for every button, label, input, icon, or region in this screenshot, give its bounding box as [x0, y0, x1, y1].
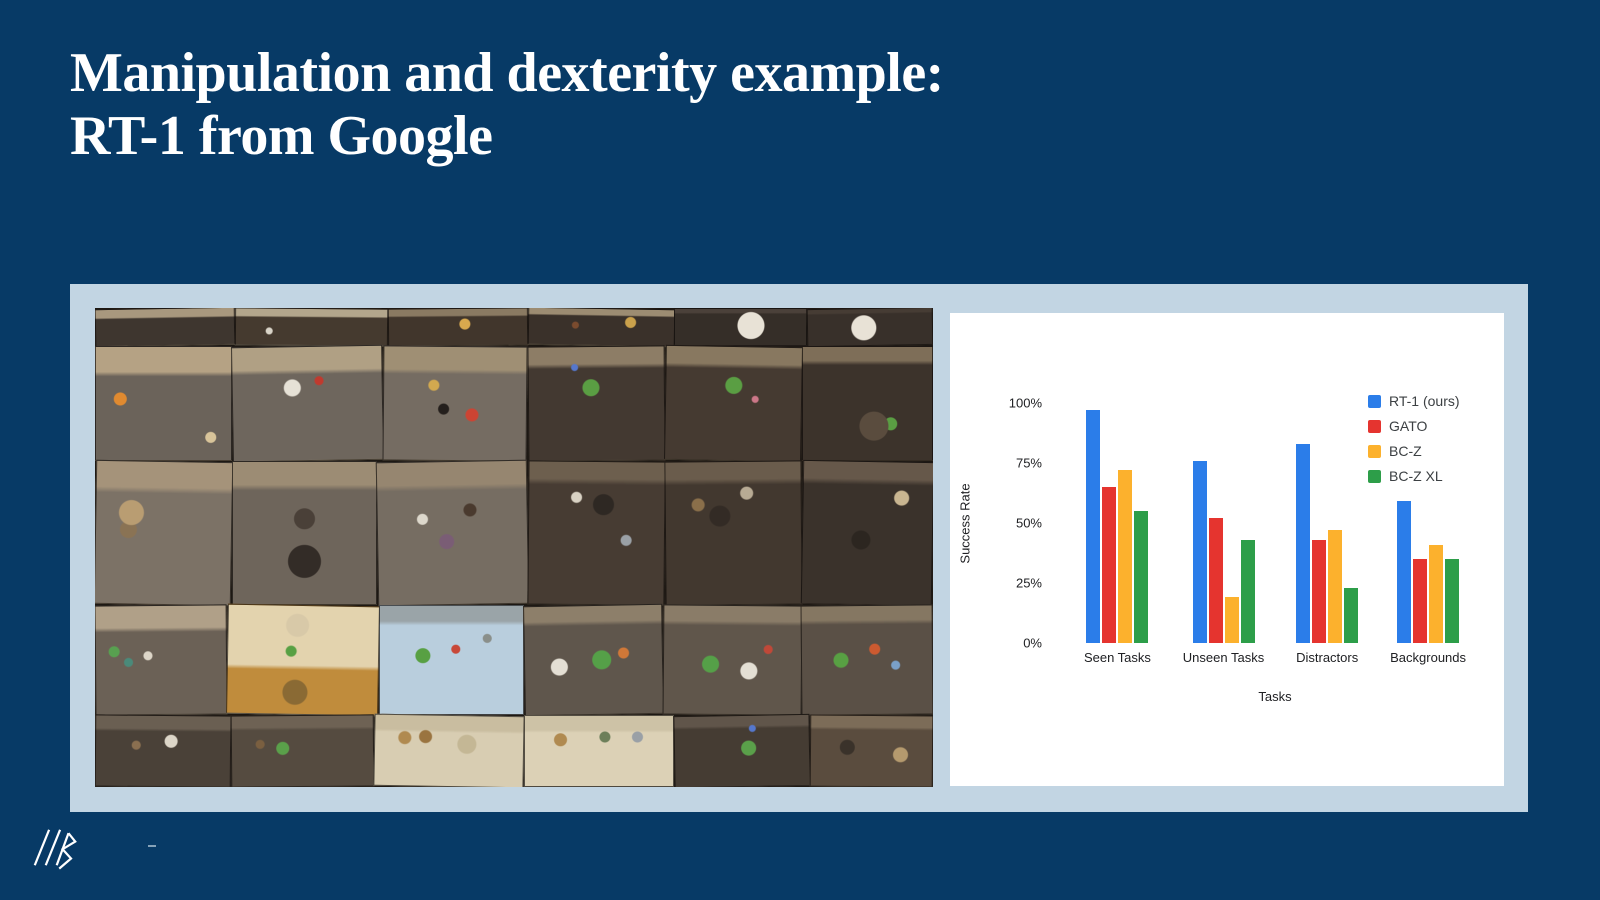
- collage-tile: [95, 604, 228, 716]
- title-line-2: RT-1 from Google: [70, 104, 493, 167]
- collage-tile: [527, 308, 675, 348]
- legend-item: RT-1 (ours): [1368, 393, 1460, 409]
- collage-tile: [375, 459, 529, 607]
- collage-tile: [95, 714, 232, 787]
- collage-tile: [95, 308, 235, 348]
- y-tick-label: 0%: [1023, 635, 1042, 651]
- bar: [1118, 470, 1133, 643]
- bar-group: Unseen Tasks: [1183, 403, 1264, 665]
- bar: [1134, 511, 1149, 643]
- collage-tile: [234, 308, 389, 347]
- legend-item: GATO: [1368, 418, 1460, 434]
- x-category-label: Seen Tasks: [1083, 650, 1151, 665]
- collage-tile: [673, 713, 811, 787]
- y-axis-ticks: 0% 25% 50% 75% 100%: [980, 396, 1042, 651]
- y-tick-label: 25%: [1015, 575, 1042, 591]
- collage-tile: [524, 715, 674, 787]
- collage-row: [95, 713, 933, 787]
- x-category-label: Distractors: [1296, 650, 1359, 665]
- title-line-1: Manipulation and dexterity example:: [70, 42, 944, 104]
- bar: [1102, 487, 1117, 643]
- collage-tile: [378, 604, 525, 716]
- collage-tile: [806, 308, 933, 348]
- x-axis-title: Tasks: [1258, 689, 1292, 704]
- bar-group: Backgrounds: [1390, 403, 1466, 665]
- collage-tile: [526, 460, 666, 606]
- collage-tile: [225, 603, 380, 717]
- bar: [1397, 501, 1412, 643]
- legend-label: GATO: [1389, 418, 1428, 434]
- bar: [1208, 518, 1223, 643]
- collage-tile: [664, 460, 803, 606]
- collage-row: [95, 345, 933, 463]
- bar: [1296, 443, 1311, 643]
- bar-group: Distractors: [1296, 403, 1358, 665]
- success-rate-chart: RT-1 (ours) GATO BC-Z BC-Z XL Success Rate …: [950, 313, 1504, 786]
- y-tick-label: 75%: [1015, 455, 1042, 471]
- collage-tile: [95, 346, 233, 462]
- y-tick-label: 50%: [1015, 515, 1042, 531]
- collage-tile: [231, 714, 375, 787]
- bar-group: Seen Tasks: [1084, 403, 1151, 665]
- collage-tile: [802, 346, 933, 462]
- collage-tile: [662, 604, 802, 716]
- bar: [1192, 460, 1207, 643]
- bar: [1445, 559, 1460, 643]
- legend-label: BC-Z: [1389, 443, 1422, 459]
- legend-label: BC-Z XL: [1389, 468, 1443, 484]
- brand-logo-icon: [33, 829, 77, 870]
- footer-mark: [148, 845, 156, 847]
- bar: [1413, 559, 1428, 643]
- legend-item: BC-Z: [1368, 443, 1460, 459]
- bar: [1086, 410, 1101, 643]
- chart-legend: RT-1 (ours) GATO BC-Z BC-Z XL: [1368, 393, 1460, 484]
- bar-cluster: [1296, 403, 1359, 643]
- y-axis-title: Success Rate: [957, 482, 973, 564]
- bar: [1328, 530, 1343, 643]
- bar-groups: Seen Tasks Unseen Tasks Distractors Backgro…: [1068, 403, 1482, 665]
- legend-swatch-icon: [1368, 394, 1381, 408]
- bar: [1224, 597, 1239, 643]
- bar: [1312, 539, 1327, 643]
- y-tick-label: 100%: [1008, 395, 1042, 411]
- legend-swatch-icon: [1368, 469, 1381, 483]
- collage-tile: [373, 713, 525, 787]
- x-category-label: Unseen Tasks: [1182, 650, 1265, 665]
- collage-tile: [809, 714, 933, 787]
- collage-tile: [231, 345, 385, 463]
- x-category-label: Backgrounds: [1390, 650, 1467, 665]
- bar-cluster: [1086, 403, 1149, 643]
- collage-tile: [674, 308, 808, 347]
- legend-label: RT-1 (ours): [1389, 393, 1460, 409]
- bar: [1240, 539, 1255, 643]
- collage-tile: [523, 603, 664, 717]
- legend-item: BC-Z XL: [1368, 468, 1460, 484]
- collage-tile: [663, 345, 804, 463]
- collage-tile: [387, 308, 528, 347]
- collage-tile: [382, 345, 529, 462]
- chart-plot-area: Success Rate 0% 25% 50% 75% 100% Seen Tasks U…: [950, 396, 1504, 705]
- page-title: Manipulation and dexterity example: RT-1…: [70, 42, 944, 167]
- collage-row: [95, 603, 933, 717]
- bar: [1429, 544, 1444, 643]
- collage-tile: [801, 460, 933, 607]
- collage-tile: [95, 460, 234, 607]
- collage-tile: [800, 604, 933, 716]
- bar: [1344, 587, 1359, 643]
- bar-cluster: [1192, 403, 1255, 643]
- collage-row: [95, 308, 933, 348]
- collage-tile: [232, 461, 377, 605]
- photo-collage: [95, 308, 933, 787]
- content-panel: RT-1 (ours) GATO BC-Z BC-Z XL Success Rate …: [70, 284, 1528, 812]
- collage-row: [95, 459, 933, 607]
- bar-cluster: [1397, 403, 1460, 643]
- collage-tile: [527, 345, 666, 462]
- legend-swatch-icon: [1368, 419, 1381, 433]
- legend-swatch-icon: [1368, 444, 1381, 458]
